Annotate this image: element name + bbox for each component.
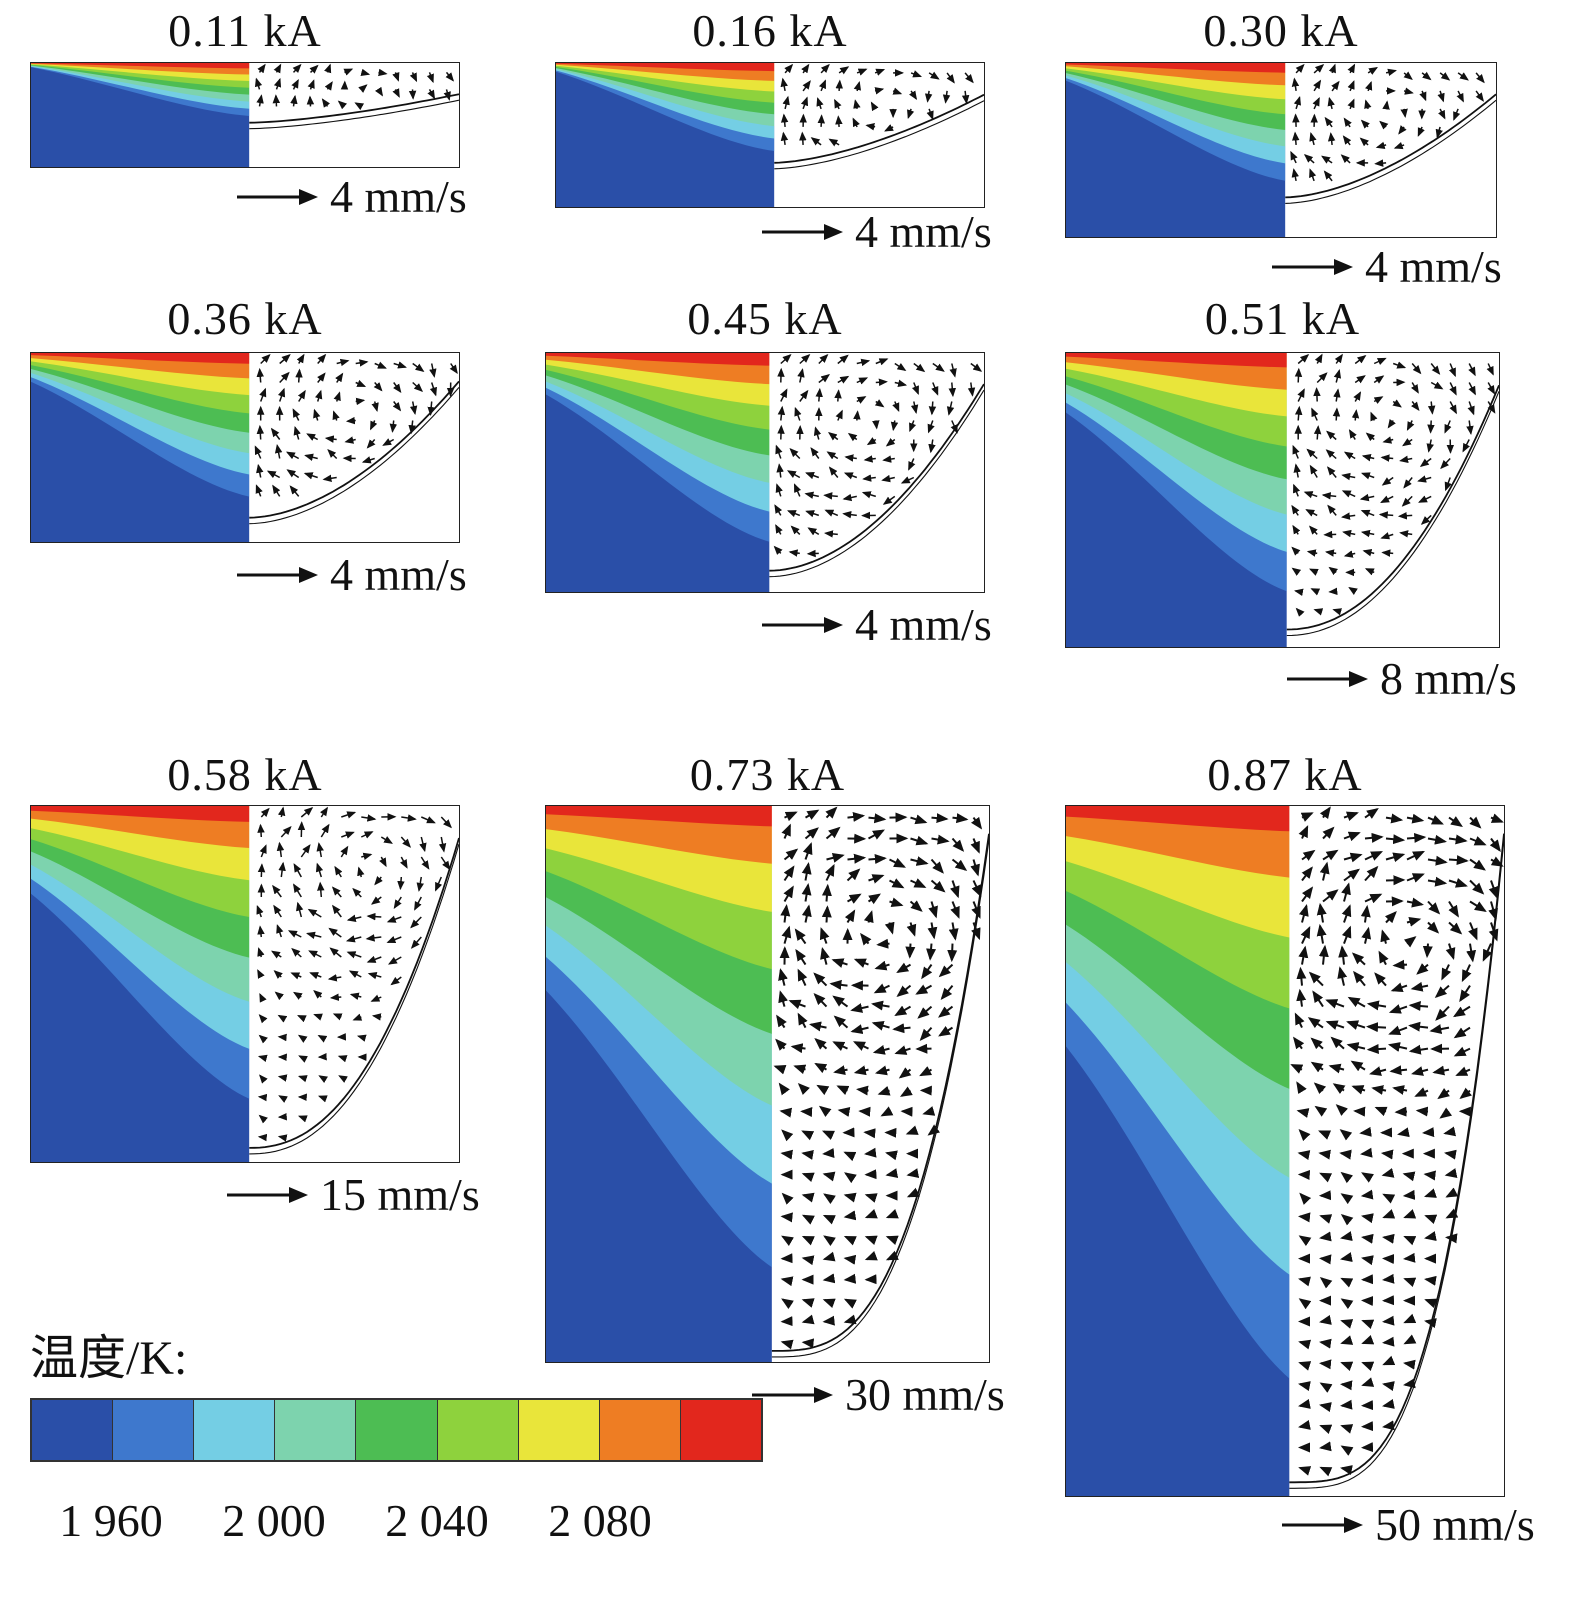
scale-arrow-icon	[752, 1386, 833, 1403]
velocity-scale: 4 mm/s	[760, 598, 992, 651]
velocity-scale: 4 mm/s	[235, 170, 467, 223]
scale-arrow-icon	[1272, 258, 1353, 275]
panel-plot	[30, 805, 460, 1163]
velocity-scale: 4 mm/s	[760, 205, 992, 258]
velocity-scale: 4 mm/s	[235, 548, 467, 601]
panel-plot	[1065, 62, 1497, 238]
contour-vector-plot	[1066, 353, 1499, 647]
temperature-colorbar	[30, 1398, 763, 1462]
panel-plot	[30, 352, 460, 543]
velocity-scale-label: 4 mm/s	[855, 206, 992, 257]
colorbar-tick: 2 080	[548, 1495, 652, 1546]
panel-plot	[1065, 805, 1505, 1497]
colorbar-segment	[275, 1400, 357, 1460]
panel-title: 0.51 kA	[1204, 293, 1361, 344]
contour-vector-plot	[31, 806, 459, 1162]
scale-arrow-icon	[227, 1186, 308, 1203]
panel-title: 0.16 kA	[692, 5, 848, 56]
colorbar-ticks: 1 960 2 000 2 040 2 080	[30, 1494, 763, 1554]
panel-title: 0.30 kA	[1203, 5, 1359, 56]
colorbar-segment	[356, 1400, 438, 1460]
velocity-scale: 8 mm/s	[1285, 652, 1517, 705]
panel-title: 0.36 kA	[167, 293, 323, 344]
contour-vector-plot	[546, 806, 989, 1362]
scale-arrow-icon	[237, 188, 318, 205]
colorbar-segment	[194, 1400, 276, 1460]
colorbar-segment	[113, 1400, 195, 1460]
contour-vector-plot	[31, 353, 459, 542]
scale-arrow-icon	[762, 616, 843, 633]
colorbar-segment	[32, 1400, 114, 1460]
contour-vector-plot	[1066, 806, 1504, 1496]
panel-plot	[545, 352, 985, 593]
panel-plot	[30, 62, 460, 168]
velocity-scale-label: 30 mm/s	[845, 1369, 1005, 1420]
velocity-scale-label: 4 mm/s	[330, 549, 467, 600]
panel-title: 0.11 kA	[168, 5, 322, 56]
panel-plot	[555, 62, 985, 208]
panel-title: 0.45 kA	[687, 293, 843, 344]
velocity-scale-label: 4 mm/s	[330, 171, 467, 222]
contour-vector-plot	[1066, 63, 1496, 237]
velocity-scale: 15 mm/s	[225, 1168, 480, 1221]
contour-vector-plot	[546, 353, 984, 592]
velocity-scale-label: 4 mm/s	[1365, 241, 1502, 292]
scale-arrow-icon	[1287, 670, 1368, 687]
velocity-scale-label: 15 mm/s	[320, 1169, 480, 1220]
velocity-scale-label: 50 mm/s	[1375, 1499, 1535, 1550]
colorbar-tick: 1 960	[59, 1495, 163, 1546]
colorbar-title: 温度/K:	[30, 1332, 188, 1385]
velocity-scale: 4 mm/s	[1270, 240, 1502, 293]
scale-arrow-icon	[762, 223, 843, 240]
panel-plot	[545, 805, 990, 1363]
panel-title: 0.87 kA	[1207, 749, 1363, 800]
colorbar-segment	[680, 1400, 761, 1460]
velocity-scale: 50 mm/s	[1280, 1498, 1535, 1551]
velocity-scale-label: 4 mm/s	[855, 599, 992, 650]
colorbar-segment	[599, 1400, 681, 1460]
colorbar-tick: 2 040	[385, 1495, 489, 1546]
velocity-scale: 30 mm/s	[750, 1368, 1005, 1421]
scale-arrow-icon	[237, 566, 318, 583]
panel-title: 0.58 kA	[167, 749, 323, 800]
colorbar-segment	[437, 1400, 519, 1460]
contour-vector-plot	[31, 63, 459, 167]
velocity-scale-label: 8 mm/s	[1380, 653, 1517, 704]
contour-vector-plot	[556, 63, 984, 207]
colorbar-tick: 2 000	[222, 1495, 326, 1546]
scale-arrow-icon	[1282, 1516, 1363, 1533]
panel-plot	[1065, 352, 1500, 648]
colorbar-segment	[518, 1400, 600, 1460]
panel-title: 0.73 kA	[689, 749, 846, 800]
